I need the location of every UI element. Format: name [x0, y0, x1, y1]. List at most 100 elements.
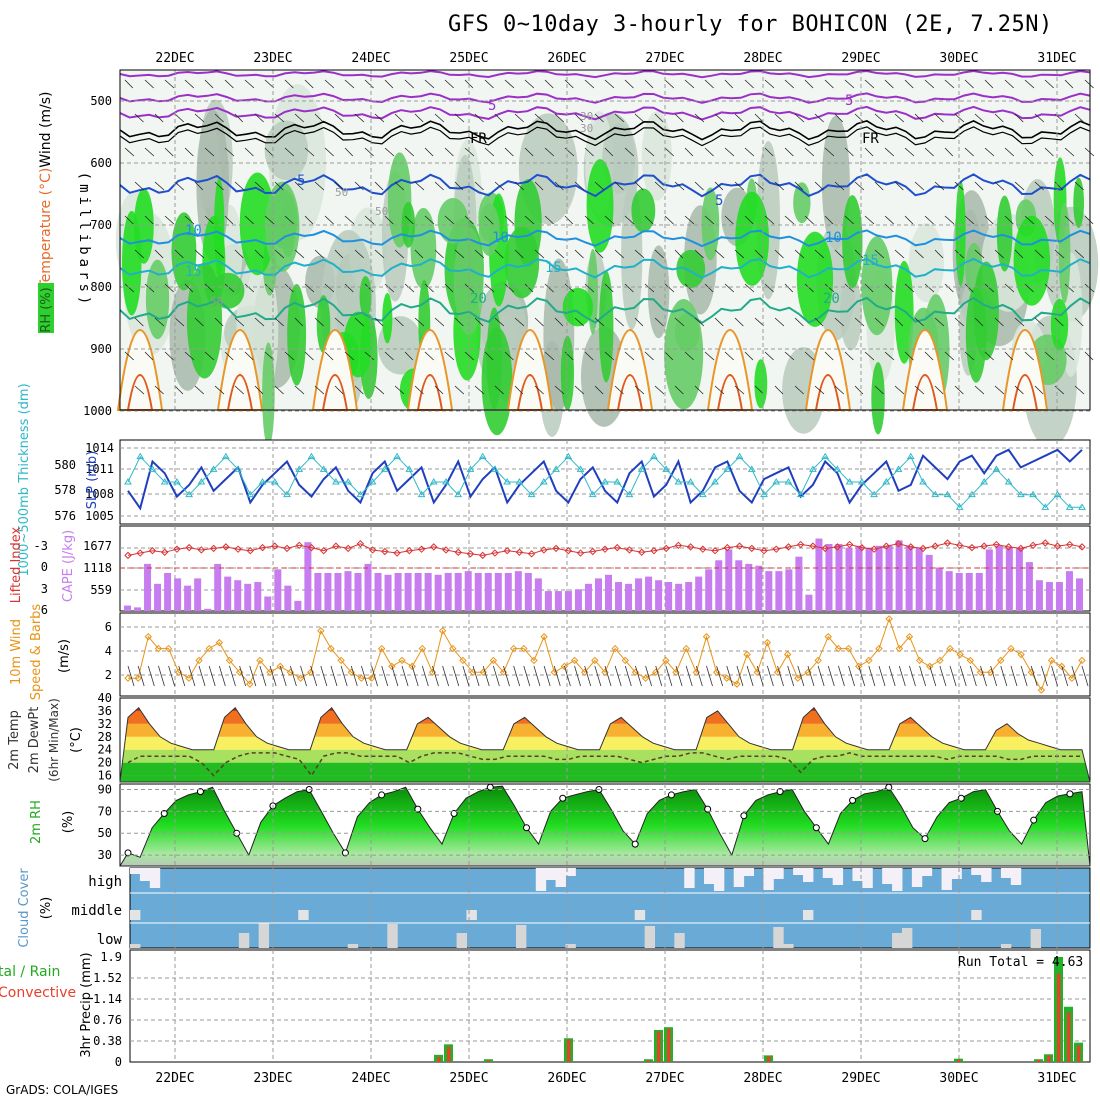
- li-point: [283, 544, 291, 553]
- li-point: [271, 542, 279, 550]
- date-label-bottom: 28DEC: [743, 1071, 782, 1086]
- li-point: [576, 549, 585, 557]
- wind-tick: 6: [105, 620, 112, 634]
- wind-barb: [1081, 665, 1089, 687]
- li-point: [503, 547, 511, 555]
- wind-barb: [774, 113, 785, 123]
- wind-barb: [224, 283, 235, 293]
- wind-barb: [249, 665, 257, 687]
- cape-bar: [584, 583, 592, 611]
- wind-speed-point: [438, 627, 447, 635]
- thickness-point: [368, 478, 377, 485]
- wind-speed-point: [966, 656, 975, 665]
- wind-barb: [774, 181, 785, 191]
- wind-barb: [294, 385, 305, 395]
- wind-barb: [244, 283, 255, 293]
- contour-label: 15: [862, 253, 879, 269]
- wind-barb: [1054, 385, 1065, 395]
- wind-speed-point: [611, 644, 619, 653]
- wind-barb: [594, 181, 605, 191]
- wind-speed-point: [570, 656, 579, 665]
- contour-label: 15: [545, 260, 562, 276]
- temp-spike: [116, 329, 164, 411]
- contour-label: 10: [825, 230, 842, 246]
- wind-barb: [684, 215, 695, 225]
- li-point: [515, 548, 524, 556]
- wind-barb: [984, 79, 994, 89]
- wind-barb: [374, 113, 385, 123]
- wind-barb: [754, 249, 764, 259]
- wind-axis-label: Speed & Barbs: [29, 604, 44, 701]
- minmax-axis-label: (6hr Min/Max): [47, 698, 61, 782]
- wind-barb: [574, 317, 585, 327]
- precip-conv-bar: [657, 1031, 661, 1062]
- wind-barb: [184, 215, 195, 225]
- wind-barb: [484, 283, 495, 293]
- wind-barb: [1034, 181, 1044, 191]
- wind-barb: [158, 665, 165, 687]
- wind-barb: [854, 249, 864, 259]
- wind-barb: [524, 351, 535, 361]
- cape-bar: [885, 545, 893, 611]
- wind-barb: [224, 147, 235, 157]
- wind-barb: [924, 283, 935, 293]
- wind-speed-point: [1068, 674, 1076, 682]
- cloud-level-label: low: [97, 932, 123, 948]
- wind-barb: [259, 665, 267, 687]
- wind-barb: [284, 351, 295, 361]
- rh-contour-fill: [264, 120, 309, 180]
- rh-contour-fill: [514, 179, 542, 267]
- wind-barb: [404, 147, 415, 157]
- wind-barb: [924, 79, 935, 89]
- wind-barb: [614, 249, 625, 259]
- wind-speed-point: [834, 644, 843, 653]
- rh-area: [119, 785, 1091, 867]
- wind-barb: [884, 79, 894, 89]
- li-point: [454, 548, 462, 556]
- cape-bar: [725, 549, 733, 611]
- wind-barb: [704, 215, 715, 225]
- date-label-top: 23DEC: [253, 51, 292, 66]
- li-axis-label: Lifted Index: [9, 526, 24, 603]
- wind-barb: [794, 113, 805, 123]
- li-point: [356, 540, 365, 548]
- cape-bar: [274, 569, 282, 611]
- wind-barb: [714, 385, 725, 395]
- wind-barb: [864, 283, 874, 293]
- wind-barb: [414, 249, 424, 259]
- cape-bar: [244, 583, 252, 611]
- wind-speed-point: [855, 662, 863, 671]
- wind-speed-point: [621, 656, 630, 665]
- thickness-point: [772, 478, 781, 485]
- thickness-line: [127, 455, 1082, 509]
- wind-speed-point: [276, 662, 284, 671]
- wind-barb: [734, 113, 744, 123]
- wind-barb: [494, 317, 505, 327]
- wind-barb: [664, 351, 674, 361]
- cloud-high-gap: [149, 868, 161, 888]
- wind-barb: [645, 665, 652, 687]
- wind-axis-units: (m/s): [57, 639, 72, 673]
- wind-barb: [204, 351, 215, 361]
- contour-label: 20: [470, 291, 487, 307]
- wind-barb: [384, 147, 395, 157]
- wind-speed-point: [378, 644, 386, 653]
- thickness-point: [283, 490, 291, 498]
- wind-barb: [454, 113, 465, 123]
- cape-bar: [795, 556, 803, 611]
- wind-barb: [444, 147, 454, 157]
- wind-barb: [533, 665, 541, 687]
- cape-bar: [464, 571, 472, 611]
- rh-contour-fill: [145, 259, 170, 340]
- cape-bar: [414, 572, 422, 611]
- wind-speed-point: [682, 644, 690, 653]
- date-label-bottom: 25DEC: [449, 1071, 488, 1086]
- wind-barb: [944, 79, 955, 89]
- li-point: [1066, 540, 1074, 549]
- wind-barb: [1051, 665, 1058, 687]
- wind-barb: [868, 665, 876, 687]
- bottom-date-axis: 22DEC 23DEC 24DEC 25DEC 26DEC 27DEC 28DEC 29DEC…: [155, 1071, 1076, 1086]
- thickness-point: [503, 478, 512, 485]
- wind-barb: [684, 283, 694, 293]
- rh-contour-fill: [676, 249, 706, 289]
